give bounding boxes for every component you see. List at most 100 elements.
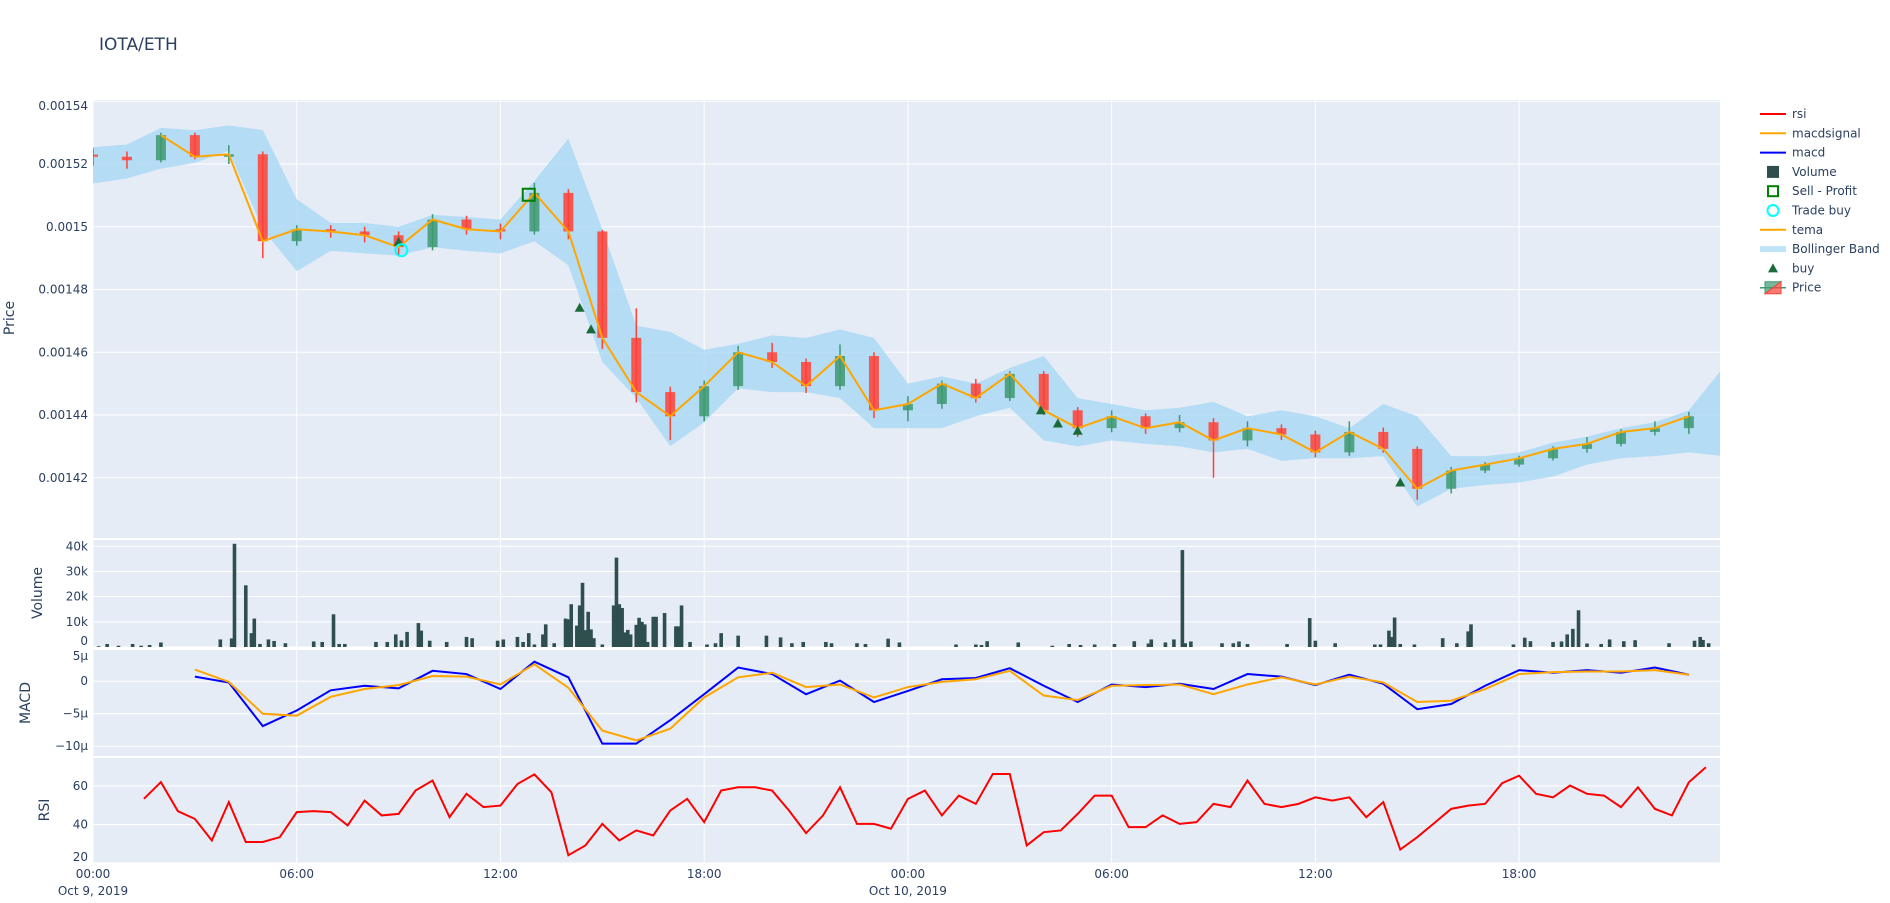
volume-bar [229, 638, 234, 647]
candle-body [1004, 373, 1015, 399]
volume-bar [552, 643, 557, 647]
candle [155, 132, 166, 163]
candle-body [1514, 458, 1525, 465]
volume-bar [625, 629, 630, 647]
candle-body [121, 156, 132, 161]
candle [1276, 424, 1287, 441]
volume-bar [399, 640, 404, 647]
volume-bar [495, 640, 500, 647]
volume-bar [611, 605, 616, 647]
chart-title: IOTA/ETH [99, 35, 178, 55]
legend-label: Volume [1792, 165, 1837, 179]
price-ytick-label: 0.00154 [38, 99, 88, 113]
volume-bar [674, 626, 678, 647]
candle-body [1344, 431, 1355, 453]
price-ytick-label: 0.00146 [38, 345, 88, 359]
candle-body [93, 154, 98, 157]
volume-bar [272, 640, 276, 647]
volume-bar [1189, 641, 1193, 647]
volume-bar [1440, 638, 1445, 647]
volume-bar [563, 618, 568, 647]
volume-bar [1307, 618, 1312, 647]
volume-bar [855, 643, 859, 647]
candle [1412, 446, 1423, 500]
volume-bar [243, 585, 248, 647]
legend-item[interactable]: tema [1760, 223, 1823, 237]
trade-buy-marker [394, 243, 409, 258]
legend-label: Bollinger Band [1792, 242, 1880, 256]
legend-square-open-icon [1767, 185, 1779, 198]
candle [1004, 371, 1015, 401]
rsi-ytick-label: 60 [73, 779, 88, 793]
rsi-axis-title: RSI [37, 799, 53, 822]
volume-bar [1621, 641, 1626, 647]
volume-bar [897, 642, 902, 647]
price-ytick-label: 0.00152 [38, 157, 88, 171]
legend-item[interactable]: Volume [1767, 165, 1837, 179]
volume-bar [1078, 644, 1083, 647]
macd-line [194, 660, 1690, 745]
volume-bar [139, 645, 143, 647]
legend-item[interactable]: Price [1760, 280, 1821, 295]
volume-bar [566, 619, 571, 647]
volume-bar [147, 644, 152, 647]
candle [902, 396, 913, 422]
volume-bar [258, 643, 262, 647]
volume-bar [654, 616, 658, 647]
volume-bar [592, 638, 596, 647]
candle [1140, 413, 1151, 434]
legend: rsi macdsignal macd Volume Sell - Profit Trad… [1760, 107, 1880, 295]
volume-bar [1571, 628, 1575, 647]
x-tick-label: 18:00 [687, 867, 722, 881]
legend-item[interactable]: rsi [1760, 107, 1807, 121]
volume-bar [954, 644, 958, 647]
candle-body [1412, 448, 1423, 489]
candle [1106, 410, 1117, 433]
legend-item[interactable]: buy [1768, 261, 1814, 275]
macd-plot-area [93, 650, 1720, 756]
volume-bar [385, 641, 390, 647]
legend-item[interactable]: Sell - Profit [1767, 184, 1857, 198]
candle [631, 308, 642, 403]
candle-body [1615, 431, 1626, 444]
candle-body [801, 361, 812, 387]
volume-bar [1132, 641, 1137, 647]
candle [189, 132, 200, 160]
candle [868, 352, 879, 419]
candle-body [597, 231, 608, 338]
volume-axis-title: Volume [30, 567, 46, 619]
candle [1344, 421, 1355, 456]
legend-item[interactable]: macd [1760, 146, 1825, 160]
volume-bar [232, 543, 237, 647]
volume-bar [575, 625, 579, 647]
buy-marker [574, 302, 585, 312]
volume-bar [1067, 643, 1071, 647]
buy-marker [1395, 477, 1406, 487]
x-tick-label: 12:00 [1298, 867, 1333, 881]
candle-body [902, 404, 913, 411]
volume-bar [617, 604, 622, 647]
volume-ytick-label: 30k [66, 564, 88, 578]
candle-body [1276, 428, 1287, 435]
legend-label: buy [1792, 261, 1814, 275]
legend-triangle-icon [1768, 263, 1778, 273]
volume-bar [829, 643, 834, 647]
volume-bar [1016, 642, 1021, 647]
volume-ytick-label: 40k [66, 539, 88, 553]
volume-bar [1565, 634, 1570, 647]
candle [767, 342, 778, 368]
buy-marker [1035, 405, 1046, 415]
volume-bar [705, 644, 709, 647]
volume-bar [824, 641, 828, 647]
volume-bar [393, 634, 398, 647]
candle-body [1174, 422, 1185, 429]
volume-bar [790, 643, 794, 647]
legend-item[interactable]: Bollinger Band [1760, 242, 1880, 256]
candle-body [767, 352, 778, 362]
legend-item[interactable]: Trade buy [1766, 204, 1852, 218]
volume-bar [886, 638, 890, 647]
volume-bar [105, 643, 109, 647]
legend-item[interactable]: macdsignal [1760, 126, 1861, 140]
volume-bar [1163, 642, 1168, 647]
volume-bar [1372, 644, 1377, 647]
